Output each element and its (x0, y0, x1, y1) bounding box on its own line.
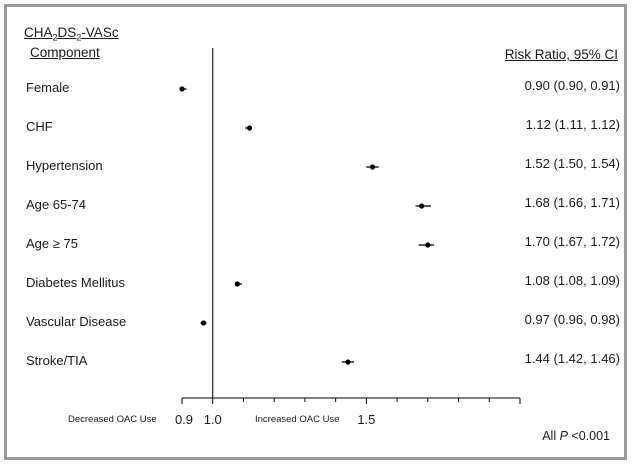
row-risk-ratio: 0.90 (0.90, 0.91) (524, 78, 620, 93)
point-estimate (345, 359, 351, 365)
x-tick-label: 1.5 (357, 412, 376, 427)
point-estimate (425, 242, 431, 248)
point-estimate (179, 86, 185, 92)
row-risk-ratio: 1.44 (1.42, 1.46) (524, 351, 620, 366)
row-risk-ratio: 1.12 (1.11, 1.12) (525, 117, 620, 132)
row-label: CHF (26, 119, 53, 134)
row-risk-ratio: 1.70 (1.67, 1.72) (524, 234, 620, 249)
row-risk-ratio: 1.08 (1.08, 1.09) (524, 273, 620, 288)
row-label: Age 65-74 (26, 197, 86, 212)
row-label: Hypertension (26, 158, 103, 173)
row-label: Vascular Disease (26, 314, 127, 329)
risk-ratio-header: Risk Ratio, 95% CI (504, 47, 618, 62)
point-estimate (369, 164, 376, 170)
row-risk-ratio: 0.97 (0.96, 0.98) (524, 312, 620, 327)
row-risk-ratio: 1.52 (1.50, 1.54) (524, 156, 620, 171)
row-label: Diabetes Mellitus (26, 275, 125, 290)
point-estimate (234, 281, 240, 287)
x-tick-label: 0.9 (174, 412, 194, 427)
point-estimate (247, 125, 253, 131)
point-estimate (200, 320, 207, 326)
component-header-line2: Component (30, 45, 100, 60)
p-value-note: All P <0.001 (542, 429, 610, 443)
point-estimate (419, 203, 425, 209)
decreased-annotation: Decreased OAC Use (68, 414, 157, 425)
row-risk-ratio: 1.68 (1.66, 1.71) (524, 195, 620, 210)
component-header: CHA2DS2-VASc (24, 25, 119, 43)
row-label: Female (26, 80, 70, 95)
increased-annotation: Increased OAC Use (255, 414, 340, 425)
row-label: Age ≥ 75 (26, 236, 78, 251)
row-label: Stroke/TIA (26, 353, 88, 368)
chart-frame (4, 4, 627, 460)
x-tick-label: 1.0 (203, 412, 222, 427)
